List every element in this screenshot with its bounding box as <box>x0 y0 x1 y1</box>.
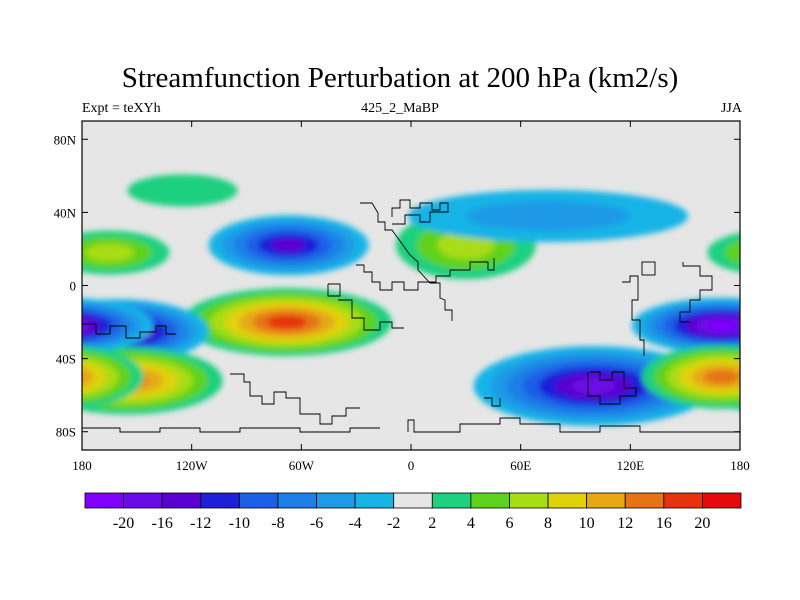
colorbar-box <box>200 492 240 509</box>
colorbar-label: -16 <box>152 515 173 532</box>
case-label: 425_2_MaBP <box>361 101 439 116</box>
colorbar-label: 12 <box>617 515 633 532</box>
colorbar-label: -8 <box>271 515 284 532</box>
contour-band <box>571 378 617 394</box>
contour-band <box>706 321 737 331</box>
west-africa-coastline <box>338 299 404 331</box>
contour-band <box>82 367 94 387</box>
lon-tick-label: 60W <box>289 458 315 473</box>
lat-tick-label: 0 <box>70 279 77 294</box>
africa-coastline <box>360 202 453 321</box>
colorbar-label: 16 <box>656 515 672 532</box>
colorbar-box <box>547 492 588 509</box>
colorbar-box <box>586 492 626 509</box>
colorbar-label: -4 <box>348 515 361 532</box>
colorbar-label: -12 <box>190 515 211 532</box>
colorbar-label: 20 <box>694 515 710 532</box>
colorbar-label: -6 <box>310 515 323 532</box>
coastlines <box>82 199 740 433</box>
colorbar-box <box>354 492 395 509</box>
colorbar-box <box>393 492 433 509</box>
contour-band <box>725 240 740 265</box>
colorbar-box <box>431 492 472 509</box>
colorbar-label: 10 <box>579 515 595 532</box>
colorbar-box <box>316 492 356 509</box>
colorbar-box <box>277 492 317 509</box>
colorbar-label: -2 <box>387 515 400 532</box>
contour-band <box>84 243 135 262</box>
colorbar-box <box>509 492 549 509</box>
arabia-coastline <box>356 258 495 291</box>
japan-coastline <box>641 261 656 276</box>
island-coastline <box>327 283 341 297</box>
lon-tick-label: 120W <box>176 458 209 473</box>
madagascar-coastline <box>484 397 501 407</box>
colorbar-box <box>238 492 279 509</box>
contour-fill <box>82 174 740 427</box>
contour-band <box>127 174 238 207</box>
plot-title: Streamfunction Perturbation at 200 hPa (… <box>121 62 679 94</box>
contour-band <box>466 200 630 232</box>
colorbar-box <box>663 492 703 509</box>
colorbar-label: 6 <box>505 515 513 532</box>
antarctica-coastline-east <box>407 417 740 433</box>
europe-coastline <box>391 199 449 225</box>
colorbar-label: 8 <box>544 515 552 532</box>
colorbar-boxes <box>84 492 742 509</box>
australia-coastline <box>587 371 637 405</box>
contour-band <box>266 315 307 329</box>
lon-tick-label: 180 <box>730 458 750 473</box>
lat-tick-label: 80S <box>56 425 76 440</box>
colorbar-labels: -20 -16 -12 -10 -8 -6 -4 -2 2 4 6 8 10 12 16 20 <box>113 515 710 532</box>
experiment-label: Expt = teXYh <box>82 101 161 116</box>
colorbar-box <box>470 492 510 509</box>
south-america-coastline <box>230 373 360 425</box>
asia-coastline <box>622 275 645 356</box>
colorbar-box <box>161 492 202 509</box>
contour-band <box>82 320 90 332</box>
colorbar-box <box>123 492 163 509</box>
antarctica-coastline-west <box>82 427 380 433</box>
lat-tick-label: 80N <box>54 132 77 147</box>
colorbar-box <box>84 492 124 509</box>
contour-band <box>271 238 307 252</box>
colorbar-label: -10 <box>229 515 250 532</box>
colorbar-box <box>624 492 665 509</box>
colorbar-label: -20 <box>113 515 134 532</box>
east-asia-coastline <box>679 262 713 323</box>
contour-band <box>82 361 107 393</box>
lat-tick-label: 40N <box>54 205 77 220</box>
lon-tick-label: 120E <box>617 458 645 473</box>
lat-tick-label: 40S <box>56 352 76 367</box>
colorbar-box <box>702 492 742 509</box>
contour-band <box>707 233 740 273</box>
colorbar-label: 2 <box>428 515 436 532</box>
lon-tick-label: 0 <box>408 458 415 473</box>
south-pacific-coastline <box>82 323 176 339</box>
colorbar-label: 4 <box>467 515 475 532</box>
lon-tick-label: 60E <box>510 458 531 473</box>
lon-tick-label: 180 <box>72 458 92 473</box>
season-label: JJA <box>720 101 742 116</box>
contour-band <box>704 369 740 384</box>
axis-ticks: 80N 40N 0 40S 80S 180 120W 60W 0 60E 120E 180 <box>54 121 750 473</box>
